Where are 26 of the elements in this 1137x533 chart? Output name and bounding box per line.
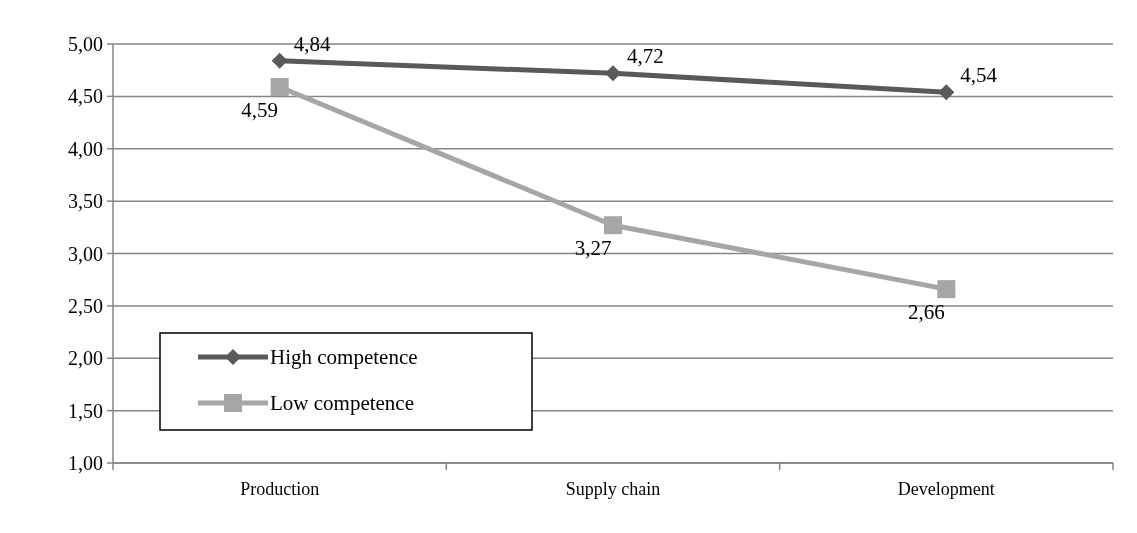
data-label: 3,27 bbox=[574, 236, 612, 261]
y-tick-label: 1,50 bbox=[68, 399, 103, 422]
data-label: 4,59 bbox=[241, 97, 279, 122]
point bbox=[937, 280, 956, 299]
y-tick-label: 3,00 bbox=[68, 242, 103, 265]
data-label: 2,66 bbox=[907, 300, 945, 325]
y-tick-label: 2,00 bbox=[68, 347, 103, 370]
y-tick-label: 5,00 bbox=[68, 33, 103, 55]
y-tick-label: 4,00 bbox=[68, 137, 103, 160]
x-tick-label: Supply chain bbox=[565, 479, 661, 499]
x-tick-label: Development bbox=[897, 479, 995, 499]
point bbox=[604, 216, 622, 235]
data-label: 4,54 bbox=[960, 63, 998, 88]
point bbox=[270, 77, 289, 96]
point bbox=[938, 84, 955, 101]
data-label: 4,72 bbox=[627, 44, 664, 69]
point bbox=[271, 52, 288, 69]
point bbox=[605, 65, 621, 82]
data-label: 4,84 bbox=[293, 31, 331, 56]
legend-label: Low competence bbox=[270, 391, 415, 416]
y-tick-label: 1,00 bbox=[68, 452, 103, 474]
legend-label: High competence bbox=[270, 345, 418, 370]
y-tick-label: 3,50 bbox=[68, 190, 103, 213]
y-tick-label: 2,50 bbox=[68, 294, 103, 317]
y-tick-label: 4,50 bbox=[68, 85, 103, 108]
x-tick-label: Production bbox=[240, 479, 320, 499]
